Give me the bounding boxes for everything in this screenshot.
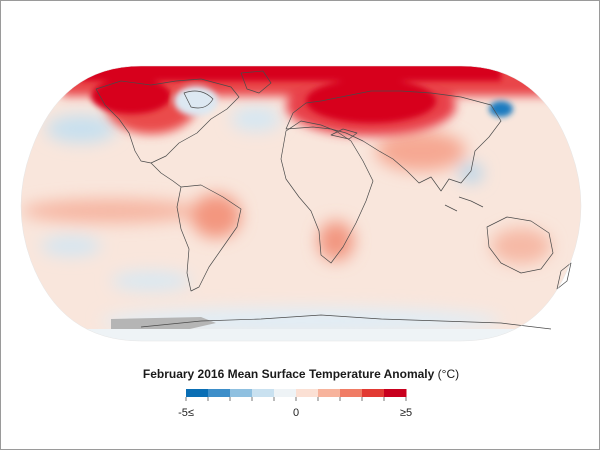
southern-africa-warm xyxy=(318,221,354,261)
legend-swatch xyxy=(318,389,341,397)
siberia-strong-warm xyxy=(306,79,436,123)
legend-mid-label: 0 xyxy=(292,407,300,419)
greenland-coast xyxy=(240,70,272,94)
temperature-anomaly-map xyxy=(20,65,582,342)
pacific-cool-north xyxy=(46,115,116,143)
central-america-coast xyxy=(150,162,182,188)
coastlines xyxy=(95,70,572,330)
globe-outline xyxy=(20,65,582,342)
base-anomaly xyxy=(21,66,581,341)
hudson-bay-neutral xyxy=(174,86,218,116)
legend-min-label: -5≤ xyxy=(178,407,194,419)
pacific-cool-south xyxy=(41,236,101,256)
australia-coast xyxy=(486,216,554,274)
mediterranean-coast xyxy=(330,128,358,140)
atlantic-cool-north xyxy=(231,107,281,131)
legend-swatch xyxy=(384,389,407,397)
eq-pacific-warm xyxy=(21,199,201,223)
legend-scale: -5≤ 0 ≥5 xyxy=(178,389,414,425)
legend-title-text: February 2016 Mean Surface Temperature A… xyxy=(142,367,435,381)
hudson-bay-coast xyxy=(183,90,214,109)
south-america-coast xyxy=(176,184,242,292)
arctic-strong-warm xyxy=(81,66,501,81)
legend-swatch xyxy=(252,389,275,397)
east-china-cool xyxy=(459,163,483,183)
legend-swatch xyxy=(296,389,319,397)
south-america-warm xyxy=(191,194,241,238)
legend-swatch xyxy=(362,389,385,397)
north-america-coast xyxy=(95,78,240,164)
legend-title: February 2016 Mean Surface Temperature A… xyxy=(1,367,600,381)
anomaly-field xyxy=(21,66,581,341)
southern-ocean-cool xyxy=(101,307,501,335)
legend-max-label: ≥5 xyxy=(399,407,413,419)
no-data-patch xyxy=(111,317,216,331)
legend-swatch xyxy=(230,389,253,397)
indonesia-coast xyxy=(444,196,484,212)
legend-swatch xyxy=(208,389,231,397)
legend-swatch xyxy=(274,389,297,397)
alaska-strong-warm xyxy=(91,78,171,114)
legend-color-bar xyxy=(185,389,407,401)
asia-warm xyxy=(376,131,466,171)
eurasia-coast xyxy=(285,90,502,192)
legend-swatch xyxy=(186,389,209,397)
kamchatka-cool xyxy=(489,101,513,117)
legend-swatch xyxy=(340,389,363,397)
new-zealand-coast xyxy=(556,262,572,290)
legend-unit: (°C) xyxy=(437,367,460,381)
world-map xyxy=(1,1,600,361)
south-pacific-cool xyxy=(111,271,191,291)
antarctica-neutral xyxy=(21,329,581,341)
australia-warm xyxy=(491,228,551,264)
color-legend: February 2016 Mean Surface Temperature A… xyxy=(1,367,600,427)
antarctica-coast xyxy=(140,314,552,330)
